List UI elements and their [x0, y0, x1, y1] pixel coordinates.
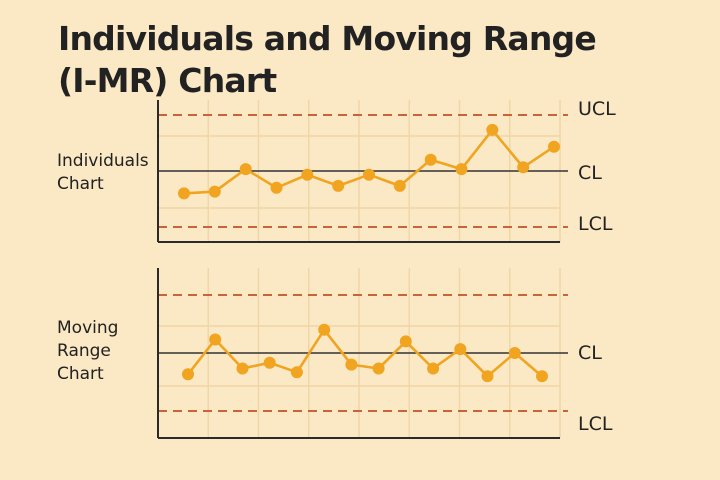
moving-range-data-point	[318, 323, 331, 336]
moving-range-data-point	[263, 356, 276, 369]
individuals-data-point	[301, 168, 314, 181]
moving-range-data-point	[481, 370, 494, 383]
moving-range-data-point	[372, 362, 385, 375]
individuals-data-point	[239, 163, 252, 176]
moving-range-data-point	[454, 343, 467, 356]
chart-title: Individuals and Moving Range (I-MR) Char…	[58, 18, 597, 102]
individuals-lcl-label: LCL	[578, 213, 613, 235]
individuals-data-point	[548, 140, 560, 153]
individuals-ucl-label: UCL	[578, 98, 616, 120]
moving-range-label-line-1: Moving	[57, 318, 119, 338]
individuals-data-point	[363, 168, 375, 181]
moving-range-data-point	[508, 347, 521, 359]
moving-range-data-point	[399, 335, 412, 348]
moving-range-label-line-2: Range	[57, 341, 111, 361]
moving-range-panel-label: Moving Range Chart	[57, 317, 118, 386]
individuals-data-point	[208, 185, 221, 198]
moving-range-data-point	[290, 366, 303, 379]
individuals-data-point	[393, 179, 406, 192]
individuals-data-point	[517, 161, 530, 174]
individuals-data-point	[178, 187, 190, 200]
moving-range-data-point	[182, 368, 194, 381]
moving-range-lcl-label: LCL	[578, 413, 613, 435]
individuals-data-point	[332, 179, 345, 192]
individuals-label-line-1: Individuals	[57, 151, 149, 171]
individuals-data-point	[486, 123, 499, 136]
individuals-data-point	[270, 181, 283, 194]
moving-range-data-point	[536, 370, 548, 383]
moving-range-data-point	[427, 362, 440, 375]
moving-range-data-point	[236, 362, 249, 375]
individuals-label-line-2: Chart	[57, 174, 104, 194]
moving-range-label-line-3: Chart	[57, 364, 104, 384]
individuals-data-point	[424, 153, 437, 166]
chart-title-line-2: (I-MR) Chart	[58, 61, 277, 100]
individuals-series-line	[183, 128, 555, 195]
chart-title-line-1: Individuals and Moving Range	[58, 19, 597, 58]
moving-range-cl-label: CL	[578, 342, 602, 364]
individuals-data-point	[455, 163, 468, 176]
individuals-cl-label: CL	[578, 162, 602, 184]
moving-range-data-point	[209, 333, 222, 346]
moving-range-data-point	[345, 358, 358, 371]
individuals-panel-label: Individuals Chart	[57, 150, 149, 196]
